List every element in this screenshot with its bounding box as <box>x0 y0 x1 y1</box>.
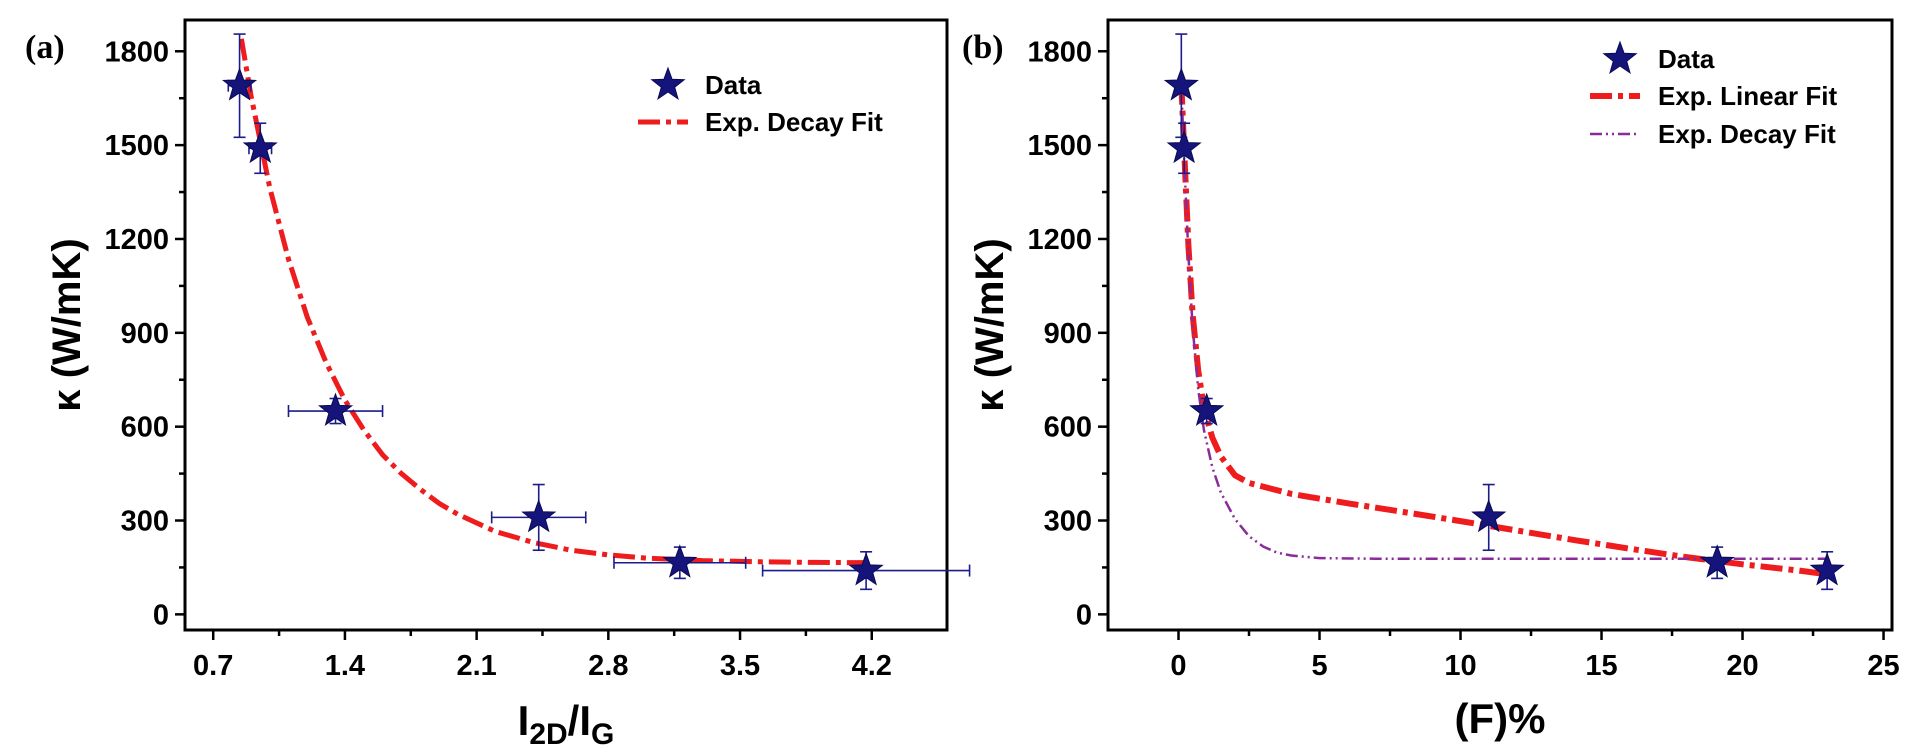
legend-a-data-label: Data <box>705 70 762 100</box>
xtick-label-b-4: 20 <box>1726 650 1758 682</box>
panel-b-label: (b) <box>962 29 1004 66</box>
data-point-a-5 <box>761 550 971 591</box>
data-point-b-0 <box>1163 33 1199 139</box>
ytick-label-a-3: 900 <box>121 318 169 350</box>
star-marker-b-2 <box>1189 392 1225 426</box>
data-point-b-2 <box>1189 392 1225 426</box>
xtick-label-a-3: 2.8 <box>588 650 628 682</box>
panel-a-xlabel: I2D/IG <box>518 697 615 751</box>
ytick-label-b-2: 600 <box>1044 412 1092 444</box>
panel-a-label: (a) <box>25 29 65 66</box>
star-marker-b-3 <box>1471 498 1507 533</box>
panel-b-legend: Data Exp. Linear Fit Exp. Decay Fit <box>1590 40 1837 149</box>
legend-b-star <box>1602 40 1638 74</box>
xtick-label-a-5: 4.2 <box>852 650 892 682</box>
ytick-label-b-5: 1500 <box>1027 130 1092 162</box>
data-point-a-3 <box>490 483 587 552</box>
xlabel-a-sub1: 2D <box>529 718 567 751</box>
data-point-b-4 <box>1699 544 1735 580</box>
panel-b-fit <box>1178 82 1828 578</box>
panel-a-legend: Data Exp. Decay Fit <box>638 66 883 137</box>
legend-b-linear-label: Exp. Linear Fit <box>1658 81 1837 111</box>
legend-b-data-label: Data <box>1658 44 1715 74</box>
xtick-label-a-1: 1.4 <box>325 650 365 682</box>
xtick-label-b-5: 25 <box>1867 650 1899 682</box>
xtick-label-a-0: 0.7 <box>193 650 233 682</box>
data-point-b-3 <box>1471 483 1507 552</box>
panel-b-ticks: 0 5 10 15 20 25 0 300 600 900 1200 1500 1800 <box>1027 36 1899 682</box>
legend-a-data-marker <box>650 66 686 100</box>
ytick-label-a-0: 0 <box>153 599 169 631</box>
xtick-label-a-2: 2.1 <box>456 650 496 682</box>
data-point-a-2 <box>287 392 384 426</box>
data-point-a-4 <box>613 544 747 580</box>
ytick-label-b-4: 1200 <box>1027 224 1092 256</box>
ytick-label-b-1: 300 <box>1044 506 1092 538</box>
ytick-label-a-4: 1200 <box>104 224 169 256</box>
panel-b: (b) 0 5 10 15 20 25 0 300 600 900 1200 1500 1800 Dat… <box>962 18 1900 742</box>
panel-a-ylabel: κ (W/mK) <box>45 238 89 411</box>
star-marker-a-4 <box>662 544 698 578</box>
ytick-label-a-2: 600 <box>121 412 169 444</box>
star-marker-b-4 <box>1699 544 1735 578</box>
fit-line-b-0 <box>1178 82 1828 578</box>
xlabel-a-mid: /I <box>568 697 591 744</box>
ytick-label-a-5: 1500 <box>104 130 169 162</box>
xlabel-a-main: I <box>518 697 530 744</box>
star-marker-b-1 <box>1166 129 1202 164</box>
ytick-label-b-0: 0 <box>1076 599 1092 631</box>
data-point-b-5 <box>1809 550 1845 591</box>
panel-a: (a) 0.7 1.4 2.1 2.8 3.5 4.2 0 300 600 900 1200 1500… <box>25 18 971 751</box>
xtick-label-b-3: 15 <box>1585 650 1617 682</box>
panel-b-data <box>1163 33 1845 591</box>
data-point-a-1 <box>242 122 278 175</box>
panel-a-data <box>222 33 971 591</box>
panel-b-frame <box>1106 18 1894 632</box>
panel-b-xlabel: (F)% <box>1455 695 1546 742</box>
data-point-a-0 <box>222 33 258 139</box>
star-marker-a-1 <box>242 129 278 164</box>
fit-line-b-1 <box>1180 85 1828 560</box>
panel-a-ticks: 0.7 1.4 2.1 2.8 3.5 4.2 0 300 600 900 1200 1500 1800 <box>104 36 891 682</box>
star-marker-a-3 <box>521 498 557 533</box>
xtick-label-b-0: 0 <box>1170 650 1186 682</box>
legend-b-data-marker <box>1602 40 1638 74</box>
legend-a-fit-label: Exp. Decay Fit <box>705 107 883 137</box>
star-marker-a-5 <box>848 552 884 586</box>
star-marker-b-5 <box>1809 552 1845 586</box>
xtick-label-a-4: 3.5 <box>720 650 760 682</box>
data-point-b-1 <box>1166 122 1202 175</box>
ytick-label-a-1: 300 <box>121 506 169 538</box>
panel-a-frame <box>183 18 949 632</box>
panel-b-ylabel: κ (W/mK) <box>968 238 1012 411</box>
star-marker-a-0 <box>222 67 258 101</box>
ytick-label-b-3: 900 <box>1044 318 1092 350</box>
ytick-label-a-6: 1800 <box>104 36 169 68</box>
xtick-label-b-2: 10 <box>1444 650 1476 682</box>
star-marker-a-2 <box>318 392 354 426</box>
legend-a-star <box>650 66 686 100</box>
star-marker-b-0 <box>1163 67 1199 101</box>
ytick-label-b-6: 1800 <box>1027 36 1092 68</box>
xlabel-a-sub2: G <box>591 718 614 751</box>
legend-b-decay-label: Exp. Decay Fit <box>1658 119 1836 149</box>
xtick-label-b-1: 5 <box>1311 650 1327 682</box>
